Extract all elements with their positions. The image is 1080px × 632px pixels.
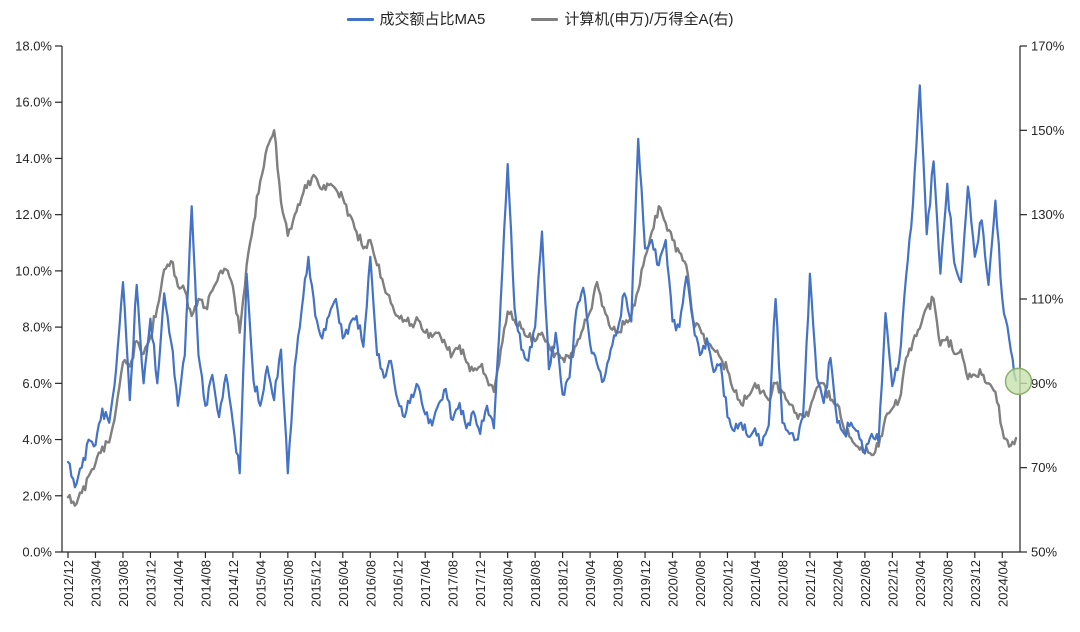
svg-text:8.0%: 8.0% — [22, 320, 52, 335]
svg-text:12.0%: 12.0% — [15, 207, 52, 222]
legend-line-swatch-gray — [531, 18, 559, 21]
svg-text:2016/08: 2016/08 — [363, 560, 378, 607]
legend-label-ratio: 计算机(申万)/万得全A(右) — [564, 11, 734, 28]
svg-text:2023/12: 2023/12 — [968, 560, 983, 607]
svg-text:50%: 50% — [1031, 545, 1057, 560]
svg-text:2017/08: 2017/08 — [446, 560, 461, 607]
svg-text:2017/04: 2017/04 — [418, 560, 433, 607]
highlight-circle-annotation — [1004, 367, 1033, 396]
svg-text:2021/04: 2021/04 — [748, 560, 763, 607]
svg-text:150%: 150% — [1031, 123, 1065, 138]
svg-text:2018/08: 2018/08 — [528, 560, 543, 607]
legend-line-swatch-blue — [346, 18, 374, 21]
legend-item-ratio: 计算机(申万)/万得全A(右) — [531, 11, 734, 28]
svg-text:70%: 70% — [1031, 460, 1057, 475]
right-axis-labels: 50% 70% 90% 110% 130% 150% 170% — [1020, 39, 1065, 560]
svg-text:0.0%: 0.0% — [22, 545, 52, 560]
svg-text:2016/12: 2016/12 — [391, 560, 406, 607]
legend-item-ma5: 成交额占比MA5 — [346, 11, 486, 28]
svg-text:14.0%: 14.0% — [15, 151, 52, 166]
svg-text:2013/12: 2013/12 — [143, 560, 158, 607]
svg-text:2.0%: 2.0% — [22, 488, 52, 503]
svg-text:16.0%: 16.0% — [15, 95, 52, 110]
series-ratio-line — [66, 129, 1018, 507]
svg-text:2019/12: 2019/12 — [638, 560, 653, 607]
svg-text:2022/08: 2022/08 — [858, 560, 873, 607]
svg-text:2012/12: 2012/12 — [61, 560, 76, 607]
series-ma5-line — [66, 84, 1018, 489]
svg-text:2015/08: 2015/08 — [281, 560, 296, 607]
svg-text:2014/04: 2014/04 — [171, 560, 186, 607]
legend-label-ma5: 成交额占比MA5 — [379, 11, 486, 28]
left-axis-labels: 0.0% 2.0% 4.0% 6.0% 8.0% 10.0% 12.0% 14.0% 16.0%… — [15, 39, 62, 560]
svg-text:2018/12: 2018/12 — [556, 560, 571, 607]
axes — [61, 46, 1021, 553]
svg-text:2016/04: 2016/04 — [336, 560, 351, 607]
svg-text:110%: 110% — [1031, 292, 1064, 307]
svg-text:2017/12: 2017/12 — [473, 560, 488, 607]
svg-text:10.0%: 10.0% — [15, 263, 52, 278]
svg-text:2024/04: 2024/04 — [995, 560, 1010, 607]
svg-text:6.0%: 6.0% — [22, 376, 52, 391]
svg-text:90%: 90% — [1031, 376, 1057, 391]
svg-text:2014/12: 2014/12 — [226, 560, 241, 607]
x-axis-labels: 2012/12 2013/04 2013/08 2013/12 2014/04 2014/… — [61, 552, 1010, 607]
svg-text:130%: 130% — [1031, 207, 1065, 222]
svg-text:2015/12: 2015/12 — [308, 560, 323, 607]
svg-text:2018/04: 2018/04 — [501, 560, 516, 607]
svg-text:2020/12: 2020/12 — [720, 560, 735, 607]
svg-text:2021/12: 2021/12 — [803, 560, 818, 607]
svg-text:2021/08: 2021/08 — [775, 560, 790, 607]
svg-text:2019/04: 2019/04 — [583, 560, 598, 607]
svg-text:2023/04: 2023/04 — [913, 560, 928, 607]
svg-text:2022/04: 2022/04 — [830, 560, 845, 607]
svg-text:170%: 170% — [1031, 39, 1065, 54]
svg-text:2019/08: 2019/08 — [611, 560, 626, 607]
svg-text:4.0%: 4.0% — [22, 432, 52, 447]
svg-text:2022/12: 2022/12 — [885, 560, 900, 607]
svg-text:2020/08: 2020/08 — [693, 560, 708, 607]
svg-text:2020/04: 2020/04 — [666, 560, 681, 607]
svg-text:2014/08: 2014/08 — [198, 560, 213, 607]
svg-text:18.0%: 18.0% — [15, 39, 52, 54]
svg-text:2015/04: 2015/04 — [253, 560, 268, 607]
chart-legend: 成交额占比MA5 计算机(申万)/万得全A(右) — [0, 12, 1080, 27]
svg-text:2013/08: 2013/08 — [116, 560, 131, 607]
svg-text:2023/08: 2023/08 — [940, 560, 955, 607]
svg-text:2013/04: 2013/04 — [88, 560, 103, 607]
